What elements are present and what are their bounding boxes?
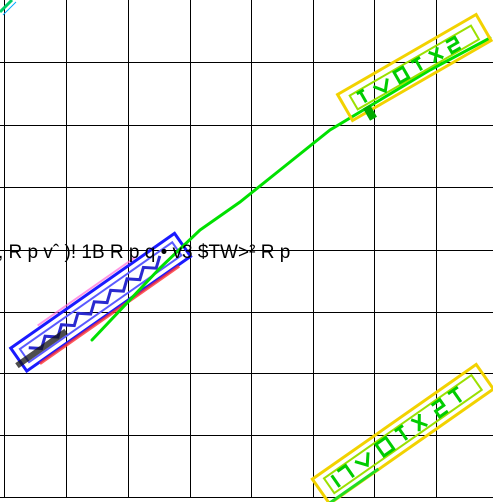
green-corner-stroke-icon bbox=[0, 0, 17, 16]
green-line bbox=[90, 36, 492, 342]
yellow-green-stamp-icon bbox=[335, 12, 493, 123]
garbled-text: , R p vˆ )! 1B R p q • v3 $TW>² R p bbox=[0, 242, 290, 263]
yellow-green-stamp-icon bbox=[310, 362, 493, 502]
